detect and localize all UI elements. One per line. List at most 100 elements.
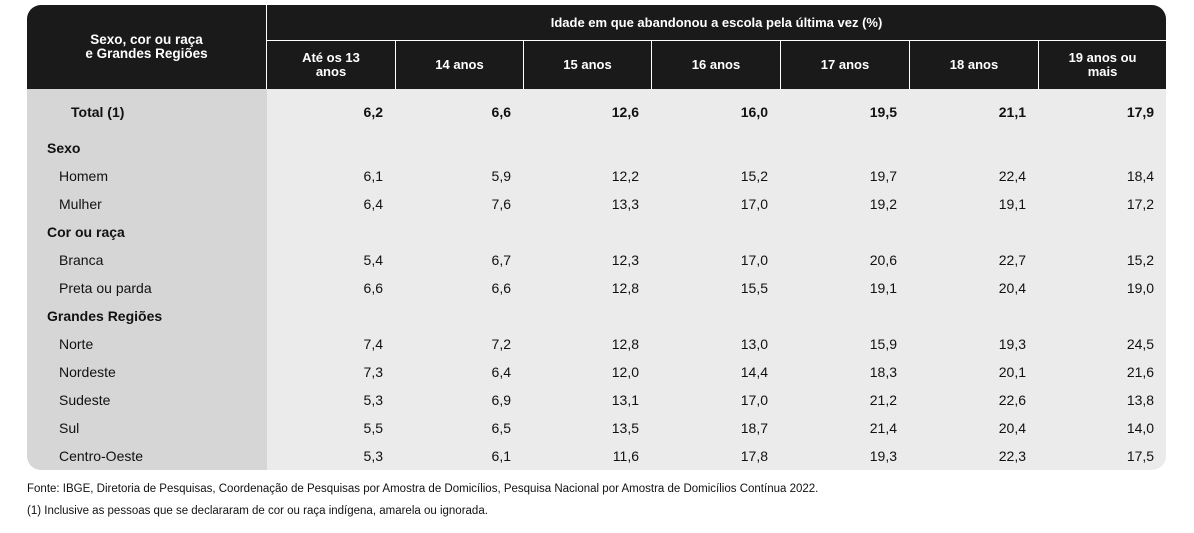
table-cell: 17,5 <box>1126 448 1155 464</box>
row-label: Homem <box>27 162 267 190</box>
table-row: Norte 7,4 7,2 12,8 13,0 15,9 19,3 24,5 <box>27 330 1166 358</box>
table-cell: 5,9 <box>491 168 511 184</box>
table-cell: 20,4 <box>998 420 1026 436</box>
table-cell: 5,3 <box>363 392 383 408</box>
table-cell: 19,7 <box>869 168 897 184</box>
table-cell <box>909 134 1038 162</box>
table-cell: 12,8 <box>611 336 639 352</box>
table-cell <box>267 134 395 162</box>
table-cell: 18,3 <box>869 364 897 380</box>
table-cell: 12,8 <box>611 280 639 296</box>
table-cell: 15,5 <box>740 280 768 296</box>
table-cell <box>780 302 909 330</box>
table-row: Nordeste 7,3 6,4 12,0 14,4 18,3 20,1 21,6 <box>27 358 1166 386</box>
table-cell: 20,1 <box>998 364 1026 380</box>
row-label: Sudeste <box>27 386 267 414</box>
table-cell <box>267 218 395 246</box>
source-note: Fonte: IBGE, Diretoria de Pesquisas, Coo… <box>27 483 819 495</box>
table-cell: 17,9 <box>1126 103 1155 120</box>
table-cell <box>651 218 780 246</box>
table-row: Branca 5,4 6,7 12,3 17,0 20,6 22,7 15,2 <box>27 246 1166 274</box>
table-cell: 13,8 <box>1126 392 1155 408</box>
group-row: Cor ou raça <box>27 218 1166 246</box>
table-cell: 6,6 <box>491 280 511 296</box>
table-cell: 17,0 <box>740 252 768 268</box>
table-cell: 15,9 <box>869 336 897 352</box>
group-row: Grandes Regiões <box>27 302 1166 330</box>
table-cell: 19,0 <box>1126 280 1155 296</box>
column-header: Até os 13 anos <box>267 41 395 89</box>
table-cell <box>651 302 780 330</box>
data-table: Sexo, cor ou raça e Grandes Regiões Idad… <box>27 5 1167 470</box>
table-cell: 17,0 <box>740 196 768 212</box>
row-label: Total (1) <box>27 89 267 134</box>
table-cell: 12,2 <box>611 168 639 184</box>
table-body: Total (1) 6,2 6,6 12,6 16,0 19,5 21,1 17,9 Sexo H… <box>27 89 1166 470</box>
table-cell: 6,4 <box>363 196 383 212</box>
row-label: Norte <box>27 330 267 358</box>
row-header-line-2: e Grandes Regiões <box>85 46 208 61</box>
group-label: Grandes Regiões <box>27 302 267 330</box>
table-cell: 22,3 <box>998 448 1026 464</box>
row-header-label: Sexo, cor ou raça e Grandes Regiões <box>27 5 267 89</box>
column-header-line: Até os 13 <box>302 50 360 66</box>
column-header-line: 19 anos ou <box>1068 50 1137 66</box>
table-cell: 6,4 <box>491 364 511 380</box>
table-cell: 18,7 <box>740 420 768 436</box>
row-label: Branca <box>27 246 267 274</box>
table-cell: 14,4 <box>740 364 768 380</box>
table-cell: 13,1 <box>611 392 639 408</box>
table-cell: 6,1 <box>363 168 383 184</box>
table-cell: 12,3 <box>611 252 639 268</box>
group-row: Sexo <box>27 134 1166 162</box>
table-cell <box>909 302 1038 330</box>
table-row: Sul 5,5 6,5 13,5 18,7 21,4 20,4 14,0 <box>27 414 1166 442</box>
table-cell: 6,7 <box>491 252 511 268</box>
table-cell <box>780 134 909 162</box>
table-cell: 21,1 <box>998 103 1026 120</box>
table-cell: 15,2 <box>740 168 768 184</box>
table-cell: 20,6 <box>869 252 897 268</box>
column-header: 16 anos <box>651 41 780 89</box>
table-cell <box>523 218 651 246</box>
table-cell: 5,3 <box>363 448 383 464</box>
table-cell: 6,6 <box>363 280 383 296</box>
table-cell: 21,6 <box>1126 364 1155 380</box>
row-label: Nordeste <box>27 358 267 386</box>
column-group-header: Idade em que abandonou a escola pela últ… <box>267 5 1167 41</box>
table-cell: 13,3 <box>611 196 639 212</box>
table-cell: 15,2 <box>1126 252 1155 268</box>
table-cell: 5,5 <box>363 420 383 436</box>
table-cell: 13,5 <box>611 420 639 436</box>
column-header-line: mais <box>1087 64 1118 79</box>
row-header-line-1: Sexo, cor ou raça <box>90 31 203 47</box>
total-row: Total (1) 6,2 6,6 12,6 16,0 19,5 21,1 17,9 <box>27 89 1166 134</box>
table-cell: 19,3 <box>869 448 897 464</box>
table-cell <box>909 218 1038 246</box>
table-cell: 7,4 <box>363 336 383 352</box>
table-cell: 6,6 <box>491 103 511 120</box>
table-cell: 7,2 <box>491 336 511 352</box>
table-cell <box>1038 134 1166 162</box>
table-cell: 6,2 <box>363 103 383 120</box>
table-cell: 7,3 <box>363 364 383 380</box>
table-cell: 6,9 <box>491 392 511 408</box>
table-cell <box>395 134 523 162</box>
table-cell: 19,5 <box>869 103 897 120</box>
table-cell: 6,5 <box>491 420 511 436</box>
table-cell: 17,2 <box>1126 196 1155 212</box>
table-cell: 21,2 <box>869 392 897 408</box>
table-cell: 12,0 <box>611 364 639 380</box>
group-label: Sexo <box>27 134 267 162</box>
group-label: Cor ou raça <box>27 218 267 246</box>
table-cell: 20,4 <box>998 280 1026 296</box>
table-row: Homem 6,1 5,9 12,2 15,2 19,7 22,4 18,4 <box>27 162 1166 190</box>
table-row: Preta ou parda 6,6 6,6 12,8 15,5 19,1 20,4 19,0 <box>27 274 1166 302</box>
table-cell: 19,2 <box>869 196 897 212</box>
table-cell: 22,6 <box>998 392 1026 408</box>
table-cell: 16,0 <box>740 103 768 120</box>
table-cell: 17,0 <box>740 392 768 408</box>
column-header: 15 anos <box>523 41 651 89</box>
table-cell: 18,4 <box>1126 168 1155 184</box>
table-cell: 22,7 <box>998 252 1026 268</box>
